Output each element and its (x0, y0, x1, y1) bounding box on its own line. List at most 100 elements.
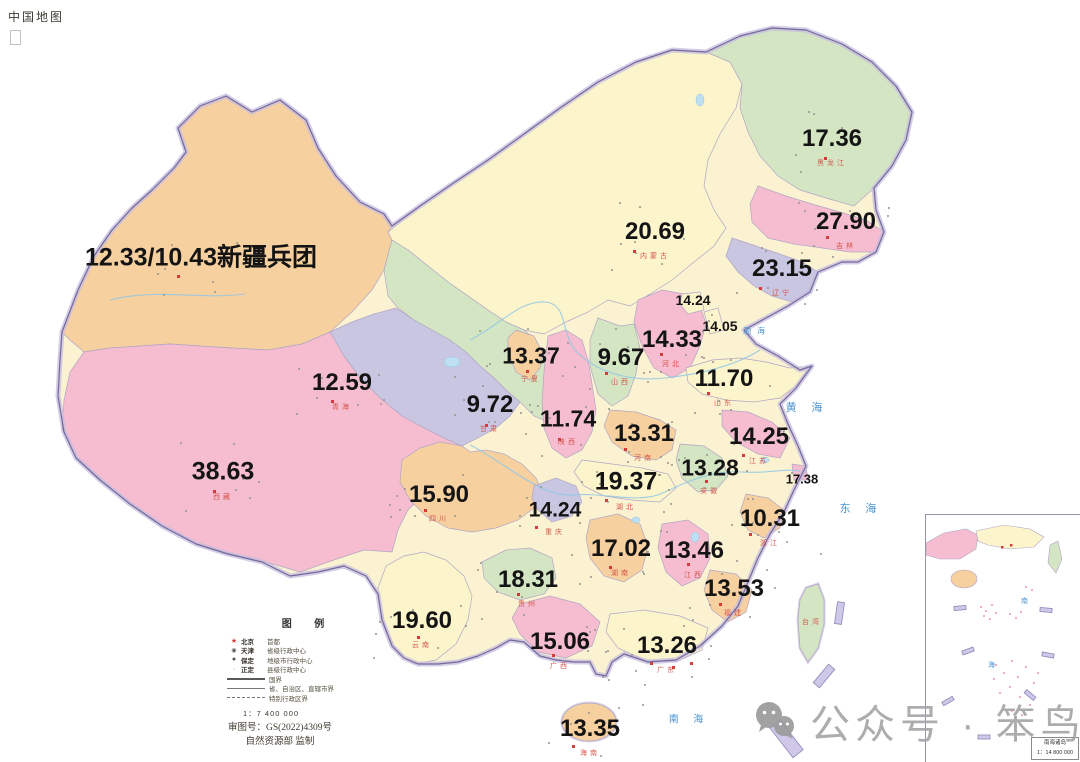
city-speck (398, 508, 401, 511)
watermark-text: 公众号 · 笨鸟花花 (810, 703, 1080, 747)
capital-mark (213, 490, 217, 494)
city-speck (579, 583, 582, 586)
region-guizhou (481, 547, 557, 601)
city-speck (156, 273, 159, 276)
capital-mark (331, 399, 335, 403)
province-center-icon: ◉ (231, 647, 237, 654)
province-name-hubei: 湖北 (616, 503, 636, 511)
region-shaanxi (541, 329, 597, 459)
city-speck (618, 706, 621, 709)
city-speck (480, 617, 483, 620)
region-beijing (679, 291, 705, 315)
province-name-yunnan: 云南 (412, 642, 432, 649)
city-speck (752, 498, 755, 501)
capital-mark (825, 235, 829, 239)
city-speck (652, 343, 655, 346)
city-speck (623, 627, 626, 630)
value-label-sichuan: 15.90 (408, 481, 470, 508)
capital-mark (525, 370, 529, 374)
city-speck (232, 442, 235, 445)
city-speck (647, 380, 650, 383)
city-speck (660, 263, 663, 266)
city-speck (527, 328, 530, 331)
value-label-liaoning: 23.15 (751, 255, 813, 282)
capital-mark (604, 498, 608, 502)
value-label-xizang: 38.63 (191, 457, 255, 486)
city-speck (708, 319, 711, 322)
city-speck (476, 569, 479, 572)
capital-mark (571, 744, 575, 748)
city-speck (785, 540, 788, 543)
city-speck (389, 503, 391, 506)
city-speck (412, 608, 415, 611)
city-speck (801, 252, 804, 255)
city-speck (316, 397, 319, 400)
city-speck (688, 607, 691, 610)
city-speck (749, 616, 752, 619)
city-speck (706, 453, 709, 456)
capital-mark (624, 448, 628, 452)
city-speck (298, 368, 301, 371)
city-speck (642, 372, 645, 375)
city-speck (258, 481, 261, 484)
city-speck (662, 510, 665, 513)
city-speck (356, 403, 359, 406)
city-speck (604, 651, 607, 654)
inset-title: 南海诸岛 (1043, 740, 1066, 747)
city-speck (496, 590, 499, 593)
city-speck (403, 487, 406, 490)
city-speck (585, 406, 588, 409)
city-speck (641, 703, 644, 706)
city-speck (671, 421, 674, 424)
value-label-yunnan: 19.60 (391, 607, 453, 634)
value-label-jiangxi: 13.46 (663, 537, 725, 564)
value-label-guangxi: 15.06 (529, 628, 591, 655)
capital-mark (759, 286, 763, 290)
city-speck (831, 256, 834, 259)
value-label-shaanxi: 11.74 (539, 405, 597, 432)
province-name-neimenggu: 内蒙古 (640, 253, 670, 260)
city-speck (588, 630, 591, 633)
capital-mark (551, 654, 555, 658)
province-name-label: 台湾 (802, 619, 822, 626)
city-speck (170, 244, 173, 247)
city-speck (684, 353, 687, 356)
city-speck (807, 110, 810, 113)
city-speck (736, 559, 739, 562)
city-speck (711, 360, 714, 363)
city-speck (732, 443, 735, 446)
city-speck (374, 633, 377, 636)
value-label-shanxi: 9.67 (597, 344, 645, 371)
capital-mark (424, 508, 428, 512)
capital-mark (704, 480, 708, 484)
map-approval-block: 审图号：GS(2022)4309号 自然资源部 监制 (228, 721, 332, 750)
region-guangxi (511, 595, 601, 659)
inset-map-graphic: 南 海 (925, 524, 1063, 740)
city-speck (626, 460, 629, 463)
city-speck (761, 246, 764, 249)
city-speck (812, 112, 815, 115)
value-label-hubei: 19.37 (594, 467, 658, 496)
city-speck (539, 512, 542, 515)
city-speck (590, 576, 593, 579)
city-speck (372, 656, 375, 659)
city-speck (378, 374, 381, 377)
city-speck (709, 645, 712, 648)
watermark: 公众号 · 笨鸟花花 (752, 692, 1080, 750)
approval-producer: 自然资源部 监制 (245, 737, 315, 748)
city-speck (816, 288, 819, 291)
province-name-guizhou: 贵州 (518, 601, 538, 608)
city-speck (648, 371, 651, 374)
south-china-sea-inset: 南 海 南海诸岛 1：14 800 000 (925, 514, 1080, 762)
city-speck (684, 456, 687, 459)
city-speck (798, 202, 801, 205)
city-speck (295, 413, 298, 416)
region-anhui (675, 443, 729, 493)
city-speck (548, 352, 551, 355)
legend-scale: 1：7 400 000 (243, 708, 300, 718)
city-speck (519, 514, 522, 517)
legend-title: 图 例 (281, 619, 335, 630)
region-fujian (703, 569, 753, 623)
city-speck (635, 251, 638, 254)
city-speck (712, 592, 715, 595)
